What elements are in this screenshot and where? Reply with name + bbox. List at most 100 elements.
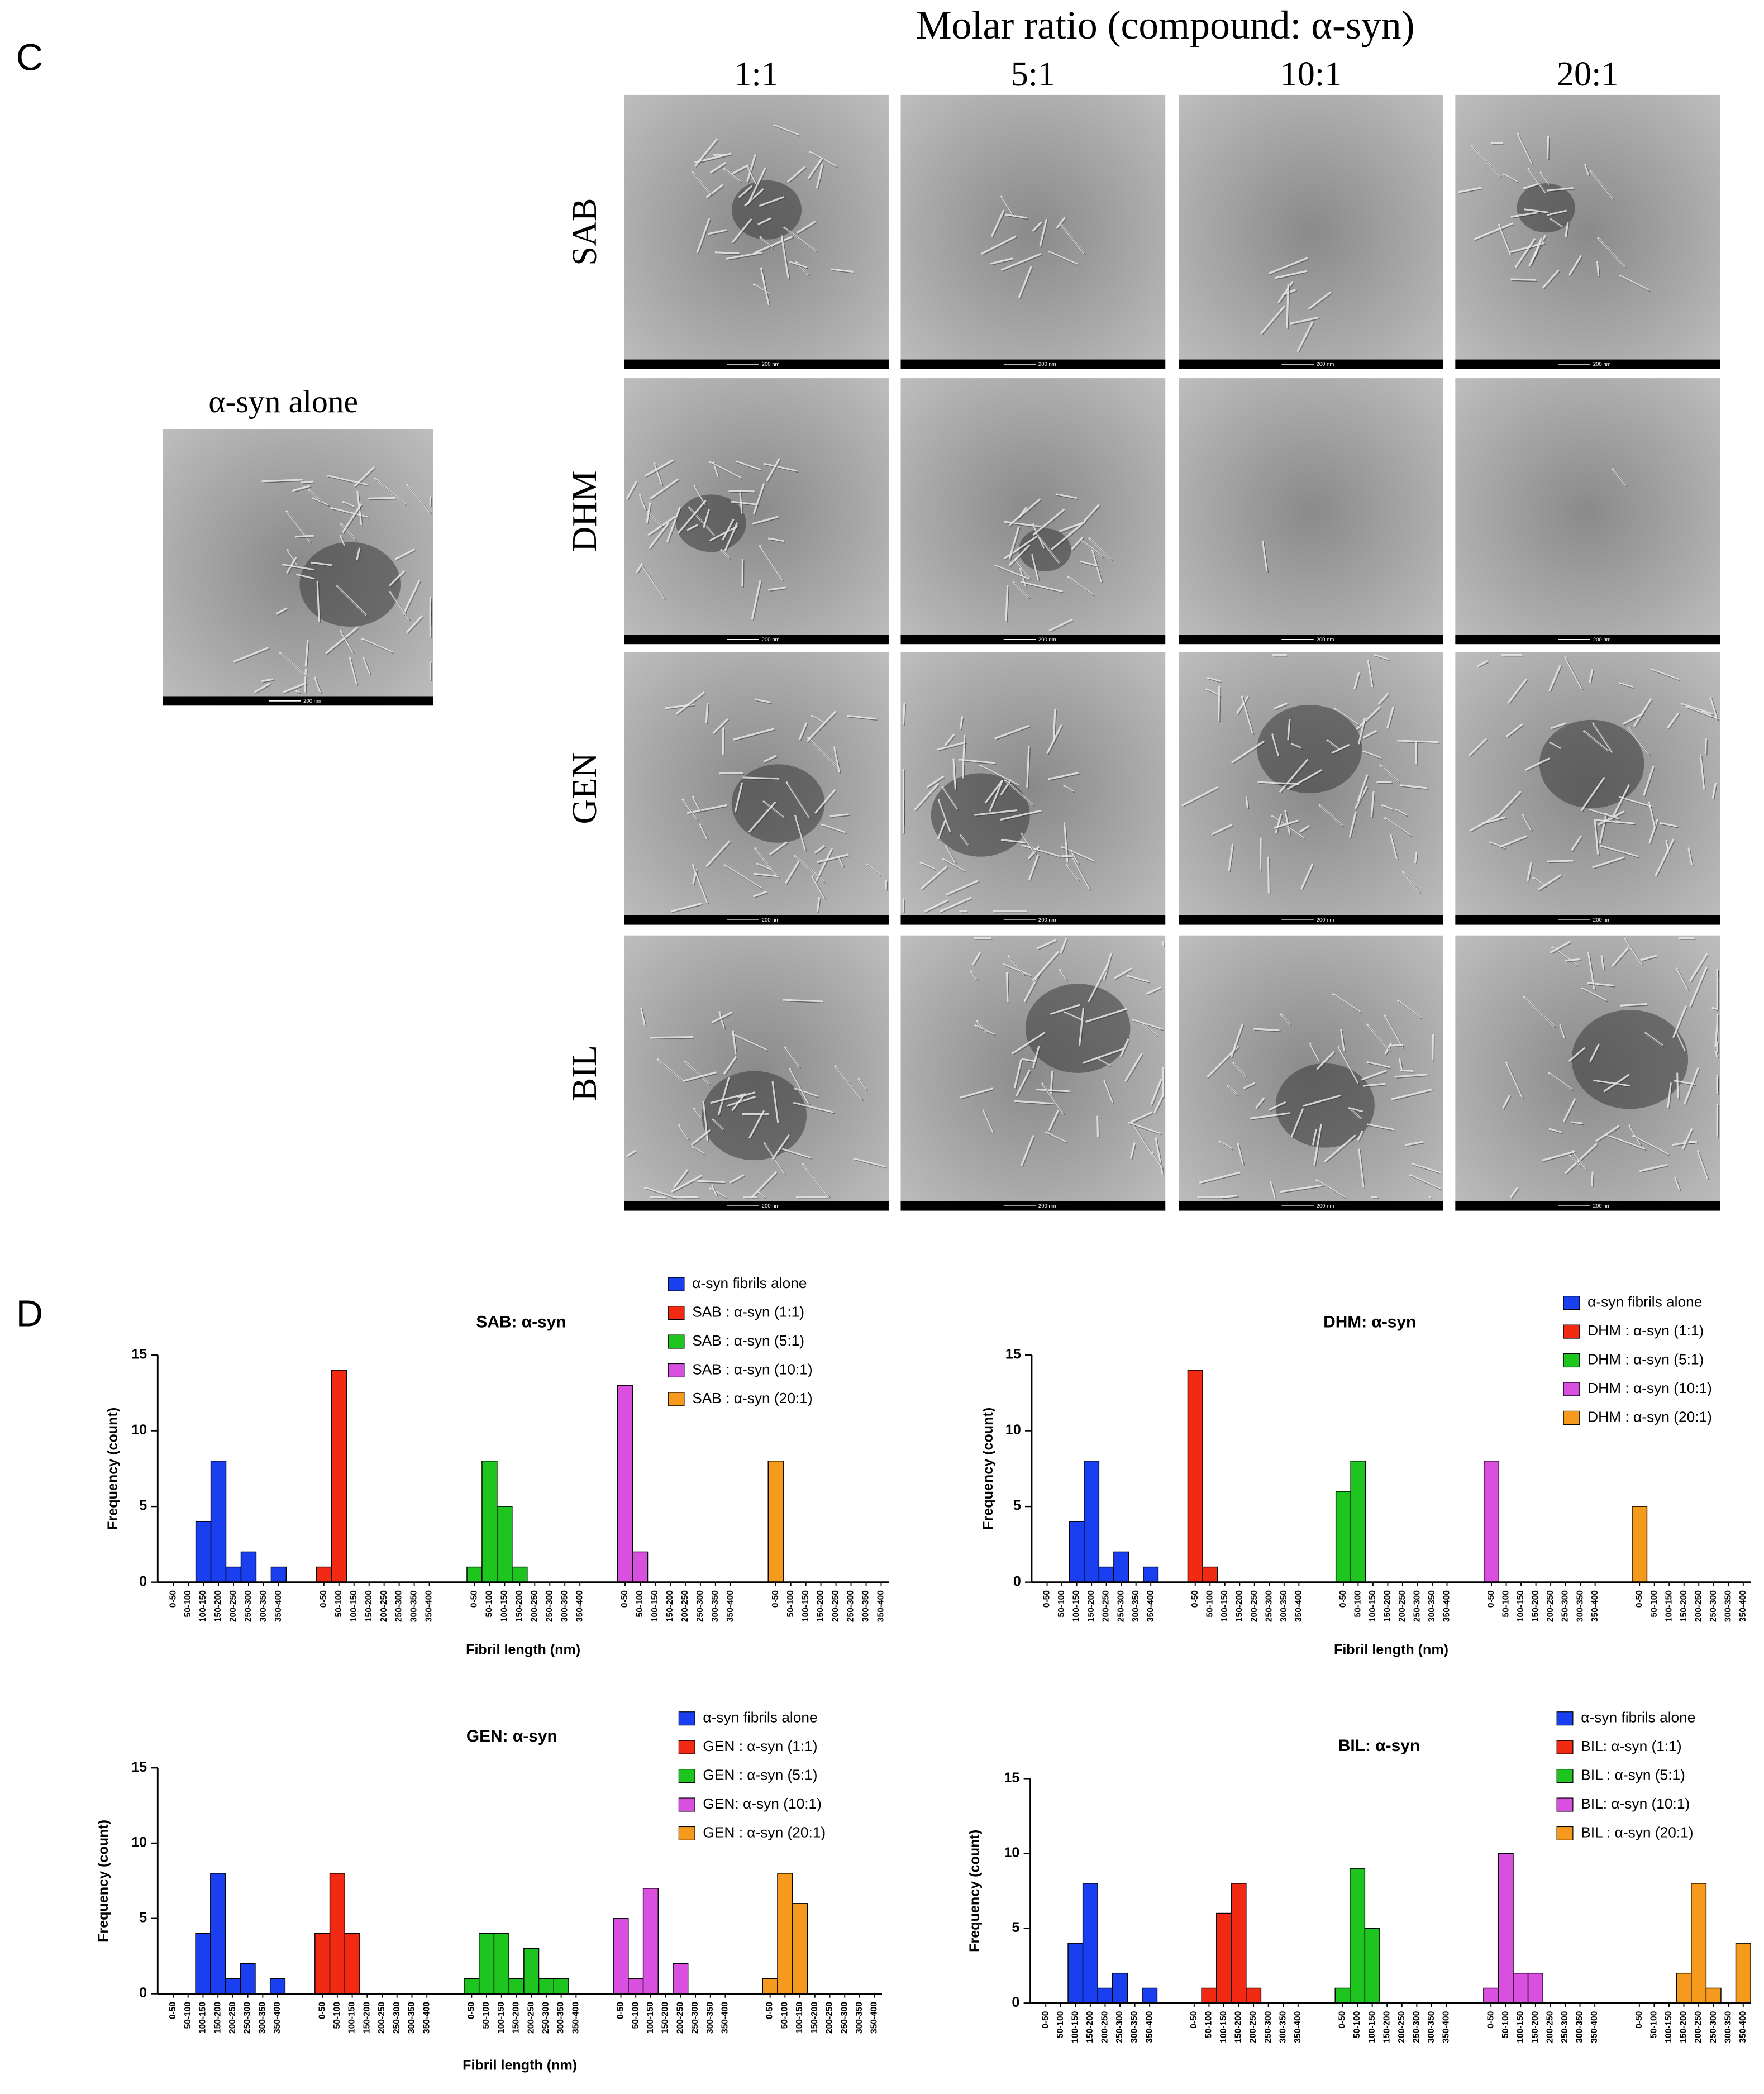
fibril-edge [1049, 774, 1080, 781]
fibril [1510, 1187, 1518, 1198]
fibril-edge [1228, 1086, 1239, 1097]
fibril-edge [1067, 865, 1081, 882]
bar [777, 1873, 793, 1995]
fibril-edge [1089, 538, 1114, 562]
fibril-edge [1309, 293, 1333, 311]
fibril-edge [1375, 656, 1390, 661]
fibril [1268, 1101, 1286, 1111]
fibril-edge [704, 1102, 709, 1142]
fibril-edge [1548, 189, 1575, 193]
x-tick-label: 300-350 [258, 2002, 267, 2034]
bar [523, 1948, 540, 1995]
fibril-edge [1684, 1129, 1694, 1151]
x-tick-label: 150-200 [816, 1590, 826, 1622]
fibril-edge [331, 508, 369, 519]
fibril [1366, 1061, 1391, 1069]
scale-bar-label: 200 nm [762, 917, 780, 923]
micrograph: 200 nm [624, 94, 889, 369]
fibril [233, 646, 269, 663]
bar [762, 1978, 778, 1995]
fibril [1005, 213, 1028, 219]
fibril [1390, 834, 1398, 860]
fibril [1022, 1058, 1036, 1062]
fibril [694, 152, 732, 164]
fibril-edge [943, 860, 966, 873]
fibril-edge [1038, 941, 1057, 951]
fibril-edge [1551, 942, 1572, 955]
y-tick-label: 5 [1013, 1498, 1021, 1514]
fibril-edge [1229, 845, 1234, 872]
fibril [1119, 1038, 1129, 1057]
fibril [1331, 743, 1350, 754]
fibril-edge [1155, 1096, 1165, 1114]
fibril-edge [1238, 1144, 1245, 1166]
fibril-edge [1264, 542, 1269, 573]
fibril-edge [369, 498, 397, 500]
fibril-edge [1052, 524, 1084, 551]
bar [1350, 1461, 1366, 1583]
fibril-edge [655, 463, 664, 486]
fibril-edge [1358, 1132, 1365, 1142]
legend-label: BIL: α-syn (1:1) [1581, 1738, 1681, 1754]
x-tick-label: 50-100 [334, 1590, 344, 1618]
x-tick-label: 0-50 [1338, 1590, 1348, 1608]
bar [1231, 1883, 1247, 2004]
fibril-edge [798, 222, 817, 235]
x-tick-label: 300-350 [711, 1590, 720, 1622]
x-tick-label: 100-150 [1368, 1590, 1377, 1622]
x-tick-label: 100-150 [1072, 1590, 1081, 1622]
bar [617, 1385, 633, 1583]
fibril [1494, 790, 1522, 819]
legend-swatch [1563, 1353, 1580, 1368]
x-tick-label: 0-50 [317, 2002, 327, 2019]
fibril [275, 607, 288, 615]
fibril [1367, 660, 1374, 688]
aggregate [299, 542, 401, 627]
fibril-edge [1005, 780, 1035, 807]
fibril-edge [408, 485, 432, 514]
fibril-edge [1372, 792, 1376, 819]
fibril [342, 500, 355, 508]
fibril [731, 218, 752, 243]
fibril [1018, 266, 1032, 298]
fibril [353, 466, 375, 487]
fibril-edge [1351, 813, 1358, 839]
x-tick-label: 0-50 [1041, 2011, 1050, 2028]
fibril [666, 506, 681, 543]
fibril [1594, 818, 1599, 855]
fibril [1689, 966, 1708, 1007]
column-label: 10:1 [1280, 55, 1342, 93]
fibril [1565, 221, 1569, 238]
fibril [1568, 255, 1582, 276]
fibril [1390, 1044, 1403, 1047]
fibril-edge [1401, 786, 1428, 790]
fibril-edge [355, 468, 376, 488]
bar [1113, 1551, 1129, 1583]
x-tick-label: 0-50 [1634, 2011, 1644, 2028]
fibril-edge [991, 259, 1014, 266]
fibril-edge [1271, 1182, 1277, 1199]
fibril-edge [1524, 997, 1556, 1028]
fibril-edge [733, 220, 754, 244]
fibril [814, 845, 825, 854]
bar [240, 1551, 257, 1583]
micrograph: 200 nm [624, 652, 889, 925]
fibril-edge [1594, 724, 1614, 755]
x-tick-label: 300-350 [1278, 2011, 1288, 2043]
fibril [1287, 719, 1291, 741]
fibril-edge [1002, 841, 1028, 845]
fibril-edge [1314, 1130, 1318, 1147]
fibril [1275, 814, 1282, 833]
fibril [1008, 544, 1031, 566]
fibril-edge [1033, 223, 1043, 233]
x-tick-label: 300-350 [1131, 1590, 1141, 1622]
fibril [926, 775, 945, 788]
fibril-edge [1033, 952, 1060, 982]
fibril-edge [1080, 1009, 1085, 1047]
fibril-edge [1566, 223, 1570, 239]
fibril-edge [1008, 973, 1010, 1004]
fibril [1609, 784, 1630, 822]
x-tick-label: 50-100 [1353, 1590, 1363, 1618]
fibril-edge [1133, 1123, 1154, 1156]
fibril-edge [1320, 805, 1345, 828]
